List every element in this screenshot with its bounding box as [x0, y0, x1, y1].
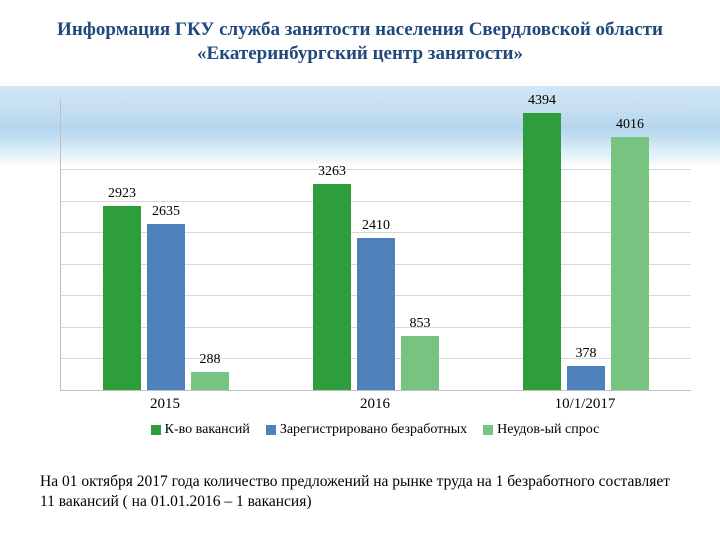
caption-text: На 01 октября 2017 года количество предл… — [40, 472, 680, 512]
legend: К-во вакансий Зарегистрировано безработны… — [60, 422, 690, 438]
x-axis-label: 2016 — [360, 396, 390, 413]
bar-group: 43943784016 — [523, 100, 649, 390]
bar-value-label: 378 — [556, 346, 616, 362]
legend-swatch — [266, 425, 276, 435]
bar — [357, 238, 395, 390]
bar — [313, 184, 351, 390]
bar-group: 29232635288 — [103, 100, 229, 390]
legend-label: Зарегистрировано безработных — [280, 422, 467, 437]
bar-value-label: 2923 — [92, 186, 152, 202]
slide: Информация ГКУ служба занятости населени… — [0, 0, 720, 540]
bar-value-label: 853 — [390, 316, 450, 332]
x-axis-labels: 2015 2016 10/1/2017 — [60, 396, 690, 416]
bar-value-label: 4394 — [512, 93, 572, 109]
bar-value-label: 3263 — [302, 164, 362, 180]
plot-area: 292326352883263241085343943784016 — [60, 100, 691, 391]
bar — [611, 137, 649, 390]
bar — [401, 336, 439, 390]
legend-item: К-во вакансий — [151, 422, 250, 438]
legend-swatch — [151, 425, 161, 435]
legend-label: Неудов-ый спрос — [497, 422, 599, 437]
bar — [191, 372, 229, 390]
bar-value-label: 2635 — [136, 204, 196, 220]
legend-swatch — [483, 425, 493, 435]
bar — [103, 206, 141, 390]
legend-item: Зарегистрировано безработных — [266, 422, 467, 438]
slide-title: Информация ГКУ служба занятости населени… — [0, 18, 720, 66]
x-axis-label: 10/1/2017 — [555, 396, 616, 413]
legend-item: Неудов-ый спрос — [483, 422, 599, 438]
bar-value-label: 2410 — [346, 218, 406, 234]
bar — [567, 366, 605, 390]
bar-value-label: 288 — [180, 352, 240, 368]
bar-chart: 292326352883263241085343943784016 201520… — [30, 100, 690, 450]
x-axis-label: 2015 — [150, 396, 180, 413]
bar-value-label: 4016 — [600, 117, 660, 133]
legend-label: К-во вакансий — [165, 422, 250, 437]
bar-group: 32632410853 — [313, 100, 439, 390]
